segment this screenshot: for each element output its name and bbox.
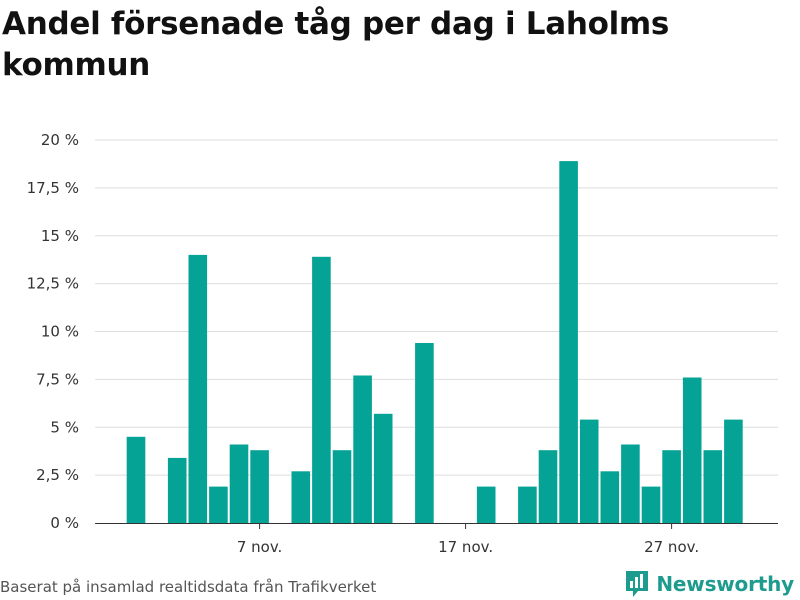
bar [600, 471, 620, 523]
bar [415, 343, 434, 523]
brand: Newsworthy [624, 569, 794, 599]
bar [188, 254, 208, 523]
x-tick-label: 17 nov. [438, 538, 493, 556]
bar [167, 457, 187, 523]
bar [579, 419, 599, 523]
bar [641, 486, 661, 523]
bars [126, 161, 743, 523]
bar [291, 471, 311, 523]
bar [312, 256, 331, 523]
bar [373, 413, 393, 523]
y-tick-label: 5 % [50, 418, 79, 436]
bar [518, 486, 537, 523]
y-tick-label: 12,5 % [27, 275, 79, 293]
bar-chart-logo-icon [626, 571, 649, 597]
y-tick-label: 10 % [41, 323, 79, 341]
y-tick-label: 17,5 % [27, 179, 79, 197]
bar [332, 450, 352, 523]
x-axis: 7 nov. 17 nov. 27 nov. [95, 523, 778, 556]
y-tick-label: 2,5 % [36, 466, 79, 484]
grid-lines [95, 139, 778, 476]
y-axis: 0 % 2,5 % 5 % 7,5 % 10 % 12,5 % 15 % 17,5 % 20 % [27, 131, 79, 532]
bar [353, 375, 372, 523]
brand-name: Newsworthy [656, 572, 794, 596]
bar [621, 444, 640, 523]
bar [209, 486, 228, 523]
bar [682, 377, 702, 523]
source-note: Baserat på insamlad realtidsdata från Tr… [0, 578, 377, 596]
bar [724, 419, 743, 523]
y-tick-label: 20 % [41, 131, 79, 149]
bar [476, 486, 496, 523]
bar [126, 436, 146, 523]
x-tick-label: 27 nov. [644, 538, 699, 556]
bar [559, 161, 578, 523]
y-tick-label: 15 % [41, 227, 79, 245]
bar [662, 450, 681, 523]
chart-title: Andel försenade tåg per dag i Laholms ko… [2, 6, 670, 83]
x-tick-label: 7 nov. [237, 538, 282, 556]
bar [250, 450, 269, 523]
bar [703, 450, 723, 523]
y-tick-label: 7,5 % [36, 370, 79, 388]
y-tick-label: 0 % [50, 514, 79, 532]
bar [229, 444, 249, 523]
bar [538, 450, 558, 523]
